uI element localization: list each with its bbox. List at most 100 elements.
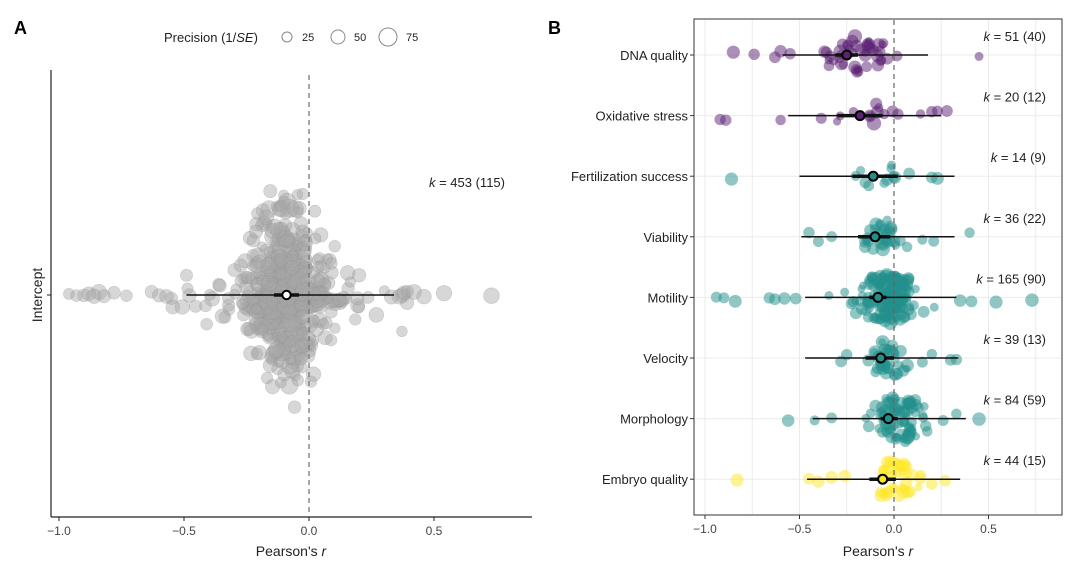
effect-point (260, 290, 274, 304)
group-k-label: k = 20 (12) (983, 90, 1046, 105)
effect-point (378, 285, 390, 297)
effect-point (246, 233, 261, 248)
effect-point (284, 232, 302, 250)
effect-point (840, 287, 850, 297)
group-k-label: k = 14 (9) (991, 150, 1046, 165)
panel-a-x-ticks: −1.0 −0.5 0.0 0.5 (47, 517, 443, 538)
effect-point (293, 318, 311, 337)
effect-point (812, 475, 825, 488)
effect-point (261, 283, 276, 298)
effect-point (259, 313, 274, 327)
pooled-estimate (882, 413, 894, 425)
effect-point (281, 348, 294, 362)
effect-point (313, 252, 326, 265)
effect-point (849, 307, 862, 320)
x-tick-label: 0.0 (886, 522, 903, 536)
panel-a-x-label: Pearson's r (256, 543, 328, 559)
effect-point (281, 357, 299, 375)
effect-point (265, 379, 281, 395)
effect-point (291, 300, 309, 317)
effect-point (256, 292, 272, 309)
pooled-estimate (867, 170, 879, 182)
effect-point (270, 314, 283, 327)
effect-point (246, 302, 261, 317)
effect-point (253, 301, 269, 317)
effect-point (252, 304, 263, 315)
effect-point (241, 303, 255, 317)
effect-point (236, 295, 250, 310)
effect-point (264, 222, 281, 239)
effect-point (290, 267, 305, 282)
effect-point (284, 303, 295, 315)
effect-point (335, 298, 347, 310)
effect-point (237, 308, 250, 322)
panel-b-frame (693, 18, 1063, 516)
effect-point (282, 267, 298, 283)
effect-point (242, 230, 258, 246)
effect-point (294, 324, 308, 337)
effect-point (287, 274, 304, 290)
effect-point (815, 112, 827, 124)
effect-point (284, 272, 302, 290)
effect-point (400, 284, 415, 299)
effect-point (261, 328, 278, 345)
effect-point (274, 314, 292, 331)
effect-point (304, 375, 318, 388)
panel-a-k-label: k = 453 (115) (429, 175, 505, 190)
panel-a-points (63, 184, 500, 414)
effect-point (306, 314, 321, 328)
pooled-estimate (841, 49, 853, 61)
group-label: Oxidative stress (596, 109, 689, 124)
effect-point (897, 364, 910, 377)
effect-point (284, 303, 297, 316)
effect-point (483, 287, 500, 304)
effect-point (297, 275, 311, 290)
effect-point (241, 289, 255, 303)
x-tick-label: −0.5 (788, 522, 812, 536)
effect-point (276, 301, 290, 314)
effect-point (300, 280, 317, 297)
pooled-estimate (877, 473, 889, 485)
effect-point (275, 279, 289, 292)
effect-point (274, 253, 288, 267)
effect-point (288, 327, 305, 343)
effect-point (913, 402, 924, 413)
effect-point (904, 485, 917, 498)
effect-point (252, 301, 266, 316)
effect-point (341, 293, 353, 305)
x-tick-label: −1.0 (47, 524, 71, 538)
effect-point (875, 335, 890, 349)
group-row: Viability k = 36 (22) (643, 211, 1046, 257)
effect-point (285, 316, 303, 334)
effect-point (288, 247, 303, 262)
effect-point (272, 355, 285, 368)
effect-point (250, 303, 262, 315)
effect-point (293, 264, 307, 279)
effect-point (284, 324, 301, 341)
effect-point (889, 405, 901, 417)
effect-point (251, 345, 268, 361)
effect-point (254, 323, 270, 339)
effect-point (251, 207, 264, 220)
effect-point (295, 273, 311, 289)
effect-point (107, 285, 121, 300)
effect-point (274, 296, 289, 311)
effect-point (290, 300, 303, 313)
group-label: Embryo quality (602, 472, 688, 487)
effect-point (271, 202, 287, 217)
effect-point (294, 243, 312, 261)
pooled-estimate (854, 110, 866, 122)
effect-point (144, 284, 159, 299)
effect-point (269, 324, 287, 341)
effect-point (275, 251, 293, 269)
effect-point (294, 297, 309, 311)
effect-point (265, 250, 279, 265)
effect-point (313, 227, 329, 243)
effect-point (248, 293, 263, 309)
effect-point (863, 420, 875, 433)
effect-point (252, 292, 267, 307)
effect-point (285, 349, 301, 366)
effect-point (266, 314, 284, 331)
effect-point (70, 289, 83, 302)
group-label: Viability (643, 230, 688, 245)
